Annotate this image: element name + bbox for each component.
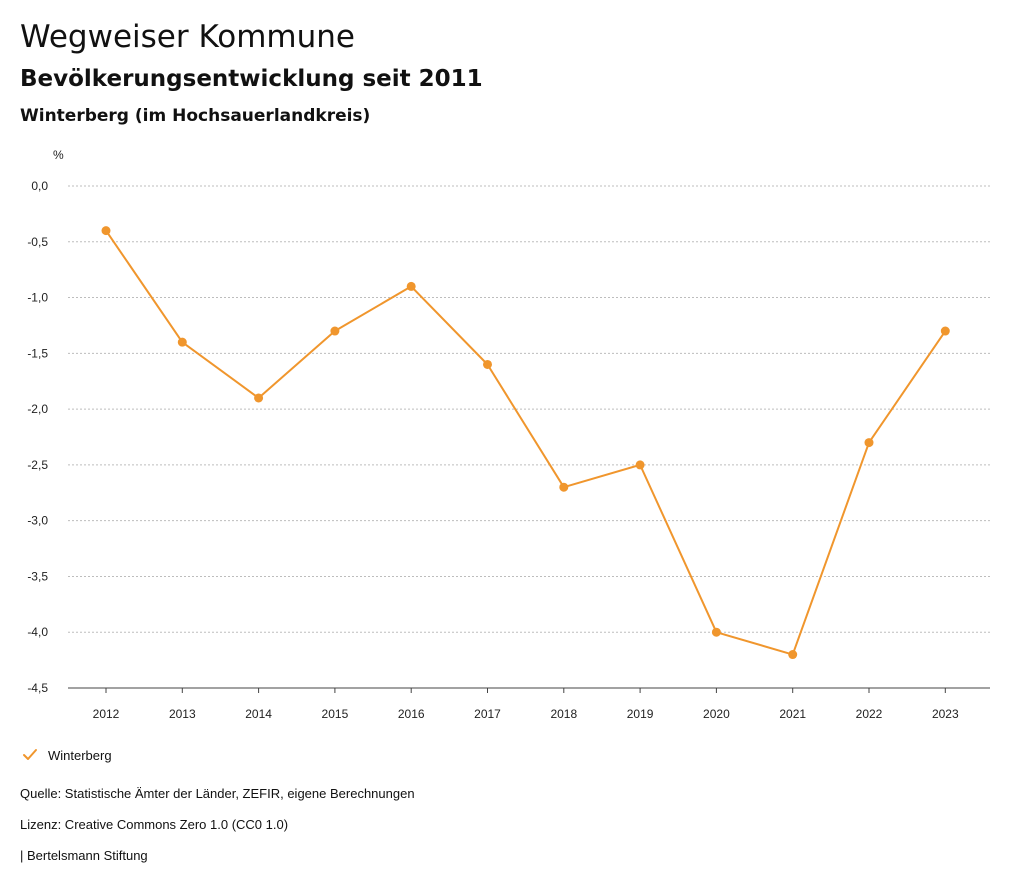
data-point[interactable] <box>254 393 264 403</box>
line-chart: % 0,0 -0,5 -1,0 -1,5 -2,0 -2,5 -3,0 -3,5 -4,0 -4,… <box>27 148 990 721</box>
license-note: Lizenz: Creative Commons Zero 1.0 (CC0 1… <box>20 817 289 832</box>
y-tick-label: -4,0 <box>27 625 48 639</box>
x-tick-label: 2013 <box>169 707 196 721</box>
y-tick-label: -3,5 <box>27 569 48 583</box>
y-axis-unit-label: % <box>53 148 64 162</box>
legend-label: Winterberg <box>48 747 112 763</box>
data-point[interactable] <box>483 359 492 369</box>
chart-title: Wegweiser Kommune <box>20 19 355 55</box>
x-tick-label: 2023 <box>932 707 959 721</box>
x-tick-label: 2014 <box>245 707 272 721</box>
x-tick-label: 2015 <box>322 707 349 721</box>
region-label: Winterberg (im Hochsauerlandkreis) <box>20 106 371 126</box>
source-note: Quelle: Statistische Ämter der Länder, Z… <box>20 786 415 801</box>
gridlines <box>68 185 990 689</box>
x-tick-label: 2020 <box>703 707 730 721</box>
data-point[interactable] <box>711 627 721 637</box>
data-point[interactable] <box>788 650 798 660</box>
x-tick-label: 2018 <box>550 707 577 721</box>
y-tick-label: -2,5 <box>27 458 48 472</box>
y-tick-label: -1,5 <box>27 346 48 360</box>
chart-subtitle: Bevölkerungsentwicklung seit 2011 <box>20 66 483 92</box>
data-point[interactable] <box>635 460 645 470</box>
series-winterberg <box>101 226 950 660</box>
data-point[interactable] <box>864 438 874 448</box>
y-tick-label: 0,0 <box>31 179 48 193</box>
data-point[interactable] <box>940 326 950 336</box>
x-tick-label: 2019 <box>627 707 654 721</box>
y-tick-label: -1,0 <box>27 291 48 305</box>
x-tick-label: 2016 <box>398 707 425 721</box>
data-point[interactable] <box>101 226 111 236</box>
x-tick-label: 2012 <box>93 707 120 721</box>
x-tick-label: 2017 <box>474 707 501 721</box>
y-tick-label: -2,0 <box>27 402 48 416</box>
x-axis-ticks: 2012 2013 2014 2015 2016 2017 2018 2019 2020 2021… <box>93 688 959 721</box>
x-tick-label: 2021 <box>779 707 806 721</box>
organization-note: | Bertelsmann Stiftung <box>20 848 148 863</box>
y-axis-ticks: 0,0 -0,5 -1,0 -1,5 -2,0 -2,5 -3,0 -3,5 -4,0 -4,5 <box>27 179 48 695</box>
y-tick-label: -4,5 <box>27 681 48 695</box>
legend: Winterberg <box>22 744 112 766</box>
data-point[interactable] <box>177 337 187 347</box>
series-line <box>105 230 947 656</box>
data-point[interactable] <box>330 326 340 336</box>
x-tick-label: 2022 <box>856 707 883 721</box>
y-tick-label: -0,5 <box>27 235 48 249</box>
data-point[interactable] <box>406 281 416 291</box>
y-tick-label: -3,0 <box>27 514 48 528</box>
data-point[interactable] <box>559 482 569 492</box>
check-icon <box>22 747 38 763</box>
